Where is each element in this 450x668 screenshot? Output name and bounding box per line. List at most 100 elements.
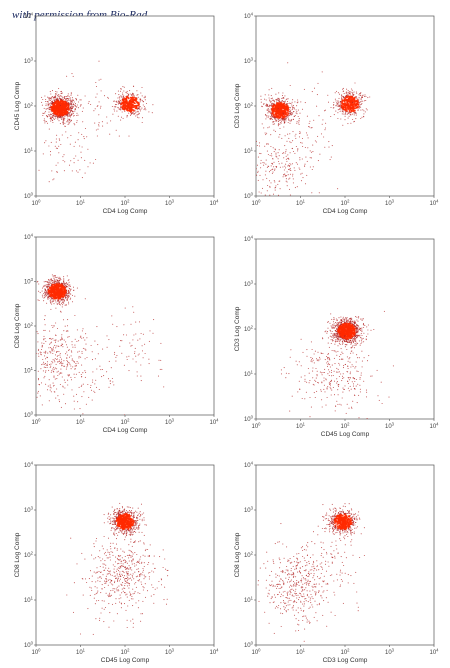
event-dot [82, 121, 84, 123]
event-dot [306, 134, 308, 136]
event-dot [60, 116, 62, 118]
event-dot [342, 124, 344, 126]
event-dot [289, 177, 291, 179]
y-axis-label: CD3 Log Comp [234, 306, 241, 351]
event-dot [67, 103, 69, 106]
event-dot [58, 282, 60, 284]
y-axis-label: CD45 Log Comp [14, 81, 21, 130]
event-dot [116, 326, 118, 328]
event-dot [38, 283, 40, 285]
event-dot [56, 388, 58, 390]
event-dot [348, 390, 350, 392]
event-dot [94, 383, 96, 385]
event-dot [353, 336, 356, 338]
event-dot [132, 94, 134, 96]
event-dot [334, 322, 337, 324]
event-dot [48, 145, 50, 147]
event-dot [345, 321, 348, 323]
event-dot [306, 349, 308, 351]
event-dot [71, 104, 73, 106]
event-dot [106, 116, 108, 118]
event-dot [360, 100, 362, 103]
event-dot [58, 373, 60, 375]
event-dot [74, 365, 76, 367]
event-dot [61, 363, 63, 365]
event-dot [273, 121, 275, 123]
event-dot [336, 335, 338, 337]
event-dot [330, 339, 332, 341]
event-dot [133, 99, 136, 102]
event-dot [124, 107, 126, 110]
event-dot [144, 343, 146, 345]
event-dot [120, 99, 122, 101]
event-dot [365, 389, 368, 391]
event-dot [344, 344, 346, 346]
event-dot [53, 350, 55, 352]
event-dot [62, 295, 65, 298]
event-dot [76, 329, 78, 331]
event-dot [278, 103, 281, 106]
event-dot [325, 330, 327, 332]
event-dot [67, 137, 69, 139]
event-dot [53, 99, 55, 101]
event-dot [122, 105, 125, 108]
event-dot [54, 97, 57, 99]
event-dot [369, 96, 371, 98]
event-dot [112, 113, 114, 115]
event-dot [77, 107, 80, 109]
event-dot [50, 288, 53, 291]
event-dot [62, 319, 65, 321]
event-dot [71, 358, 73, 360]
event-dot [70, 297, 72, 299]
event-dot [357, 343, 359, 345]
event-dot [113, 106, 115, 108]
event-dot [350, 320, 352, 322]
event-dot [277, 183, 279, 185]
event-dot [84, 159, 86, 161]
event-dot [272, 115, 274, 117]
event-dot [264, 98, 266, 100]
event-dot [119, 345, 121, 347]
event-dot [272, 120, 274, 123]
event-dot [283, 101, 285, 103]
event-dot [350, 88, 353, 90]
event-dot [347, 100, 349, 103]
event-dot [54, 280, 57, 282]
event-dot [65, 282, 67, 284]
event-dot [43, 119, 45, 122]
event-dot [118, 108, 120, 110]
event-dot [81, 110, 83, 112]
event-dot [94, 108, 96, 110]
event-dot [352, 94, 354, 96]
event-dot [62, 113, 65, 116]
event-dot [329, 335, 331, 337]
event-dot [63, 300, 65, 302]
event-dot [284, 152, 286, 154]
event-dot [51, 101, 53, 103]
event-dot [143, 105, 145, 108]
event-dot [268, 109, 270, 111]
event-dot [64, 294, 66, 296]
event-dot [143, 109, 145, 111]
event-dot [97, 353, 99, 355]
event-dot [89, 386, 92, 389]
event-dot [53, 384, 55, 386]
event-dot [116, 110, 118, 112]
event-dot [317, 82, 319, 84]
event-dot [58, 401, 61, 403]
event-dot [276, 102, 278, 104]
event-dot [258, 145, 261, 147]
event-dot [354, 322, 356, 324]
event-dot [50, 371, 52, 373]
event-dot [79, 105, 81, 107]
event-dot [46, 389, 49, 391]
event-dot [352, 332, 355, 334]
event-dot [344, 340, 346, 342]
event-dot [48, 181, 50, 183]
y-tick-label: 100 [24, 411, 34, 420]
event-dot [300, 173, 302, 175]
y-tick-label: 101 [24, 147, 34, 156]
event-dot [361, 102, 363, 105]
event-dot [352, 103, 354, 106]
event-dot [48, 297, 50, 299]
